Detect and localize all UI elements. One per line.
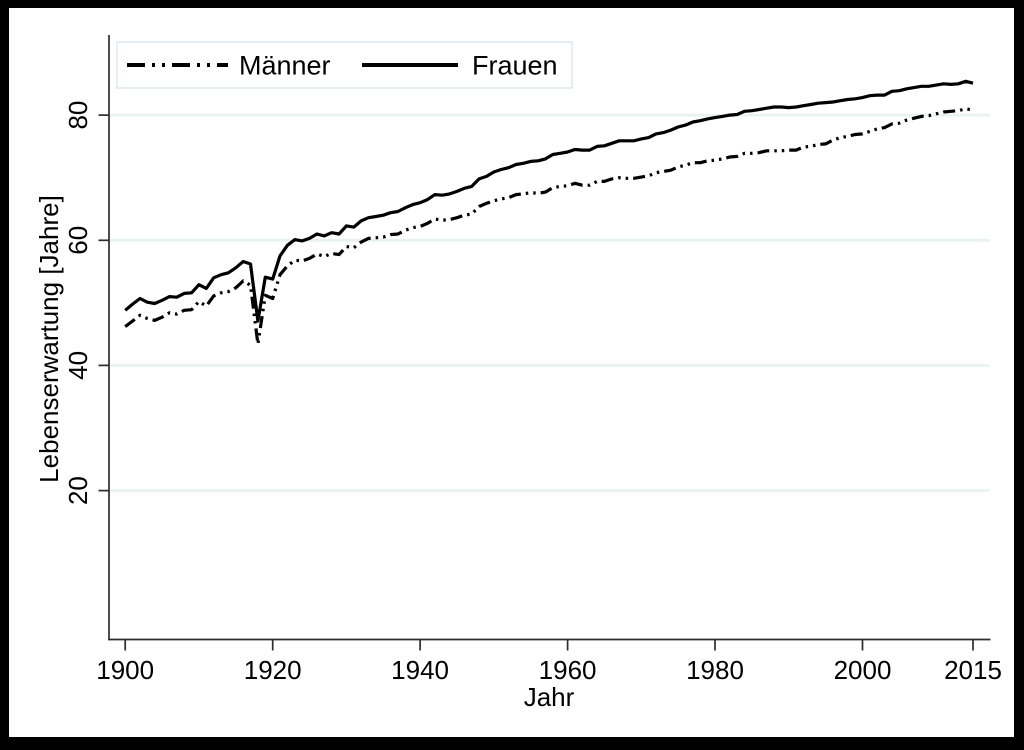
legend-label-frauen: Frauen [472,51,558,81]
x-tick-label-2015: 2015 [944,655,1002,685]
x-tick-label-2000: 2000 [834,655,892,685]
x-tick-label-1940: 1940 [391,655,449,685]
x-axis-title: Jahr [524,682,575,712]
figure-background [9,8,1014,737]
x-tick-label-1920: 1920 [244,655,302,685]
x-tick-label-1980: 1980 [686,655,744,685]
gridlines [109,113,990,493]
y-tick-label-60: 60 [63,226,93,255]
axis-tick-labels: 1900 1920 1940 1960 1980 2000 2015 20 40 60 80 [63,101,1002,685]
y-tick-label-80: 80 [63,101,93,130]
legend: Männer Frauen [116,41,573,89]
y-axis-title: Lebenserwartung [Jahre] [34,195,64,483]
series-line-maenner [124,107,974,346]
series-line-frauen [124,79,974,323]
legend-label-maenner: Männer [239,51,331,81]
axis-ticks [98,114,974,651]
data-series [124,79,974,346]
x-tick-label-1960: 1960 [539,655,597,685]
legend-box [116,41,573,89]
y-tick-label-40: 40 [63,351,93,380]
x-tick-label-1900: 1900 [96,655,154,685]
y-tick-label-20: 20 [63,476,93,505]
